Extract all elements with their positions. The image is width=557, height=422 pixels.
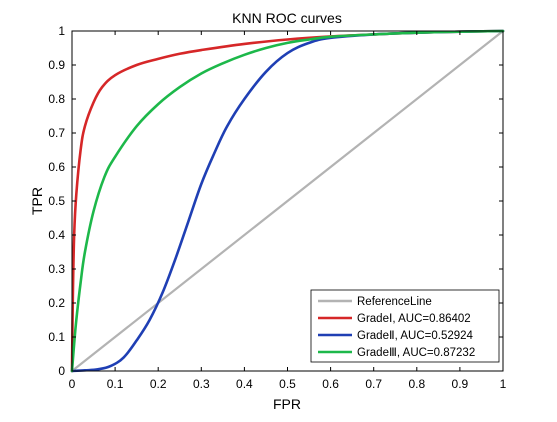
y-tick-label: 0.6 (48, 160, 65, 174)
x-tick-label: 0.7 (365, 377, 382, 391)
x-tick-label: 0.1 (107, 377, 124, 391)
y-tick-label: 1 (58, 24, 65, 38)
y-tick-label: 0 (58, 364, 65, 378)
x-tick-label: 1 (500, 377, 507, 391)
x-tick-label: 0 (69, 377, 76, 391)
y-tick-label: 0.9 (48, 58, 65, 72)
legend-label: ReferenceLine (357, 296, 432, 308)
y-axis-label: TPR (29, 187, 45, 215)
legend-item-grade-iii: GradeⅢ, AUC=0.87232 (318, 347, 475, 359)
y-tick-label: 0.8 (48, 92, 65, 106)
x-tick-label: 0.9 (452, 377, 469, 391)
x-tick-label: 0.2 (150, 377, 167, 391)
legend-label: GradeⅡ, AUC=0.52924 (357, 330, 474, 342)
x-tick-label: 0.5 (279, 377, 296, 391)
x-ticks: 0 0.1 0.2 0.3 0.4 0.5 0.6 0.7 0.8 0.9 1 (69, 31, 507, 391)
y-tick-label: 0.4 (48, 228, 65, 242)
legend-label: GradeⅢ, AUC=0.87232 (357, 347, 475, 359)
reference-line (70, 29, 505, 373)
legend-items: ReferenceLine GradeⅠ, AUC=0.86402 GradeⅡ, … (318, 296, 475, 359)
x-tick-label: 0.6 (322, 377, 339, 391)
y-tick-label: 0.2 (48, 296, 65, 310)
legend-item-grade-ii: GradeⅡ, AUC=0.52924 (318, 330, 474, 342)
y-ticks: 0 0.1 0.2 0.3 0.4 0.5 0.6 0.7 0.8 0.9 1 (48, 24, 503, 378)
x-tick-label: 0.8 (408, 377, 425, 391)
legend: ReferenceLine GradeⅠ, AUC=0.86402 GradeⅡ, … (310, 289, 500, 363)
series-layer (70, 29, 505, 373)
x-axis-label: FPR (273, 396, 301, 412)
chart-title: KNN ROC curves (232, 10, 342, 26)
x-tick-label: 0.3 (193, 377, 210, 391)
y-tick-label: 0.7 (48, 126, 65, 140)
y-tick-label: 0.3 (48, 262, 65, 276)
legend-item-referenceline: ReferenceLine (318, 296, 432, 308)
x-tick-label: 0.4 (236, 377, 253, 391)
grade-iii-curve (70, 29, 505, 373)
legend-item-grade-i: GradeⅠ, AUC=0.86402 (318, 313, 471, 325)
y-tick-label: 0.1 (48, 330, 65, 344)
legend-label: GradeⅠ, AUC=0.86402 (357, 313, 471, 325)
y-tick-label: 0.5 (48, 194, 65, 208)
